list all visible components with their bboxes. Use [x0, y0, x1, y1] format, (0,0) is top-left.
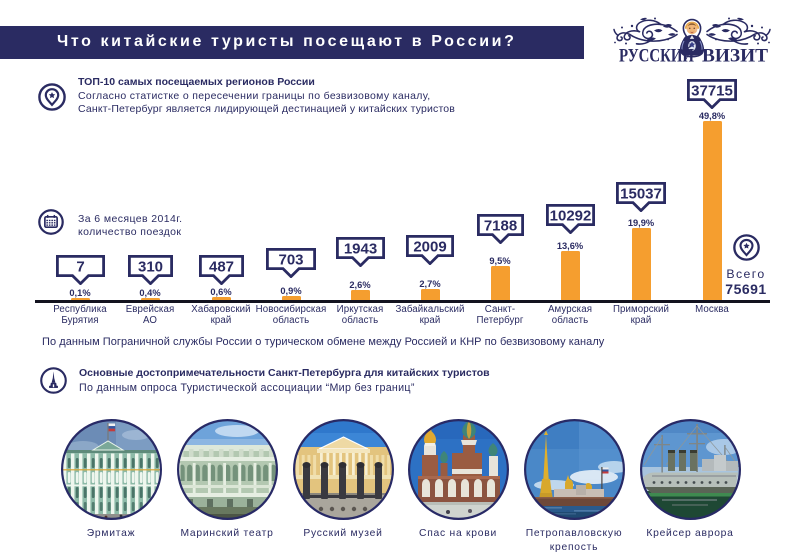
svg-text:7: 7 [76, 259, 84, 276]
svg-text:487: 487 [208, 259, 233, 276]
svg-text:310: 310 [137, 259, 162, 276]
svg-text:37715: 37715 [691, 83, 733, 100]
svg-text:703: 703 [278, 252, 303, 269]
svg-text:15037: 15037 [620, 186, 662, 203]
svg-text:ВИЗИТ: ВИЗИТ [702, 47, 769, 67]
svg-text:2009: 2009 [413, 239, 446, 256]
svg-text:10292: 10292 [549, 208, 591, 225]
svg-text:РУССКИЙ: РУССКИЙ [619, 45, 694, 67]
svg-text:1943: 1943 [343, 241, 376, 258]
svg-text:7188: 7188 [483, 218, 516, 235]
